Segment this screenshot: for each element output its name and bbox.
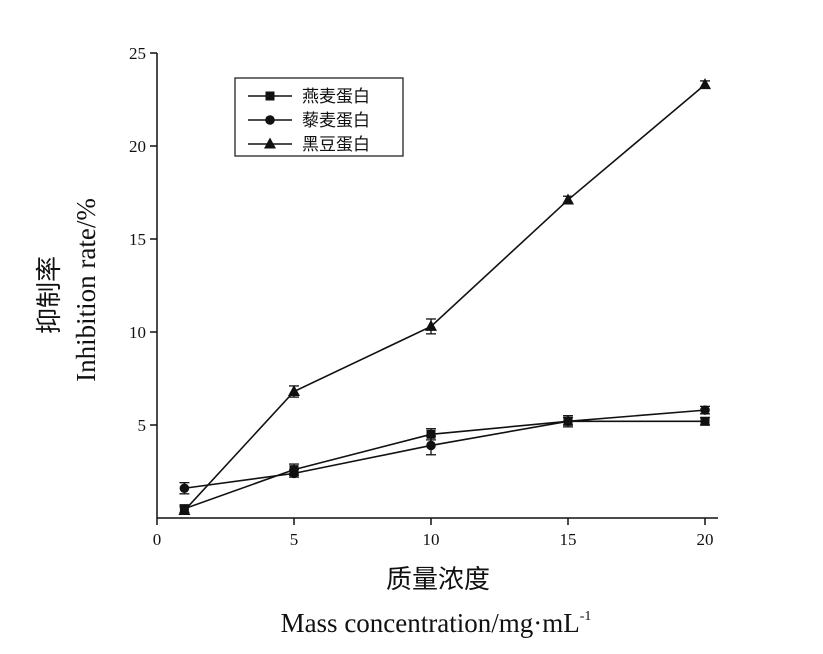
data-point xyxy=(425,319,437,331)
legend-item: 黑豆蛋白 xyxy=(248,135,370,155)
legend-box xyxy=(234,77,404,157)
y-tick-label: 5 xyxy=(138,416,147,435)
y-tick-label: 15 xyxy=(129,230,146,249)
y-axis-title-cn: 抑制率 xyxy=(35,256,65,334)
legend-marker xyxy=(264,137,276,149)
x-axis-title-en: Mass concentration/mg·mL-1 xyxy=(281,608,592,638)
legend-item: 燕麦蛋白 xyxy=(248,87,370,107)
x-tick-label: 0 xyxy=(153,530,162,549)
x-tick-label: 15 xyxy=(560,530,577,549)
data-point xyxy=(699,78,711,90)
legend-label: 燕麦蛋白 xyxy=(302,87,370,107)
data-point xyxy=(700,416,710,426)
series-circle xyxy=(179,405,710,495)
legend-marker xyxy=(265,91,275,101)
y-axis: 5 10 15 20 25 xyxy=(129,44,158,518)
legend-item: 藜麦蛋白 xyxy=(248,111,370,131)
x-axis-title-en-main: Mass concentration/mg·mL xyxy=(281,608,580,638)
data-point xyxy=(426,429,436,439)
legend-label: 藜麦蛋白 xyxy=(302,111,370,131)
data-point xyxy=(562,193,574,205)
series-triangle xyxy=(178,78,711,516)
x-tick-label: 20 xyxy=(697,530,714,549)
data-point xyxy=(289,468,299,479)
x-tick-label: 10 xyxy=(423,530,440,549)
legend-label: 黑豆蛋白 xyxy=(302,135,370,155)
x-axis: 0 5 10 15 20 xyxy=(153,517,718,549)
x-axis-title-en-sup: -1 xyxy=(580,609,592,624)
data-point xyxy=(179,483,190,494)
legend-marker xyxy=(265,115,275,125)
y-tick-label: 25 xyxy=(129,44,146,63)
data-point xyxy=(563,416,573,427)
data-point xyxy=(700,405,710,415)
series-layer xyxy=(178,78,711,516)
data-point xyxy=(288,385,300,397)
data-point xyxy=(426,440,436,451)
y-tick-label: 10 xyxy=(129,323,146,342)
x-tick-label: 5 xyxy=(290,530,299,549)
y-tick-label: 20 xyxy=(129,137,146,156)
data-point xyxy=(178,504,191,516)
series-line xyxy=(184,420,705,510)
x-axis-title-cn: 质量浓度 xyxy=(386,565,490,595)
y-axis-title-en: Inhibition rate/% xyxy=(71,198,101,382)
